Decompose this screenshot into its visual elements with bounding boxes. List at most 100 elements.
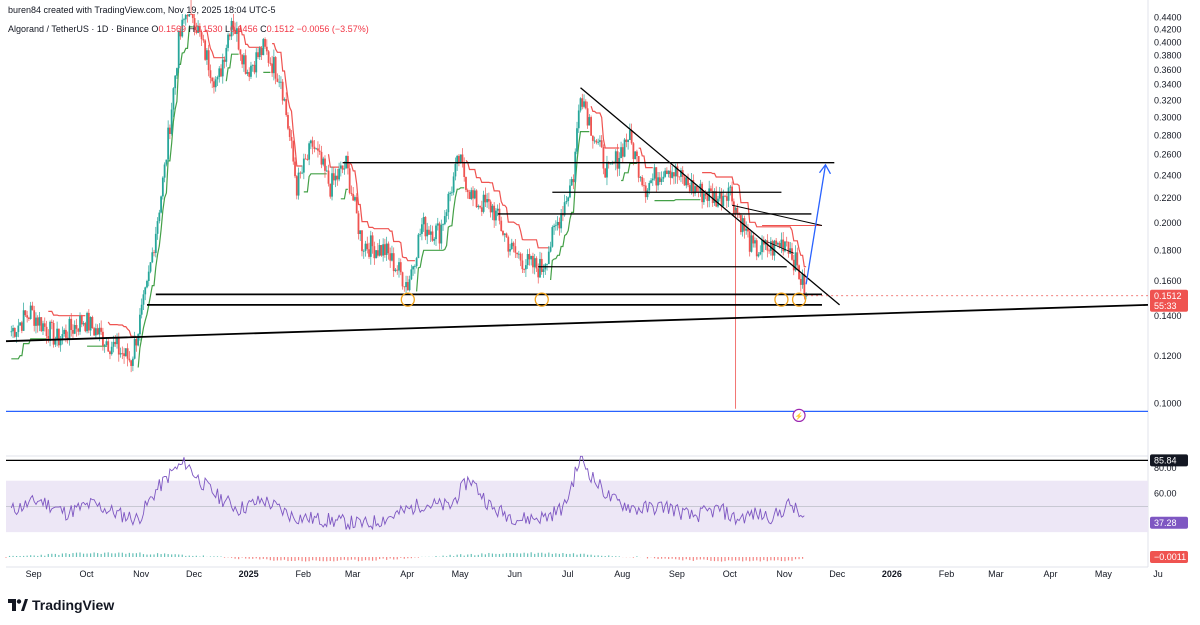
macd-bar [759, 557, 761, 562]
candle-body [803, 274, 806, 297]
candle-body [591, 135, 594, 141]
candle-body [10, 331, 13, 333]
candle-body [119, 353, 122, 355]
macd-bar [121, 552, 123, 557]
candle-body [718, 192, 721, 199]
candle-body [447, 193, 450, 213]
candle-body [174, 75, 177, 89]
candle-body [267, 51, 270, 63]
candle-body [799, 278, 802, 285]
candle-body [244, 55, 247, 74]
macd-bar [657, 557, 659, 560]
candle-body [96, 328, 99, 335]
macd-bar [347, 557, 349, 561]
candle-body [482, 194, 485, 212]
candle-body [184, 15, 187, 20]
candle-body [47, 336, 50, 341]
candle-body [669, 170, 672, 178]
candle-body [792, 259, 795, 271]
candle-body [533, 258, 536, 268]
candle-body [63, 329, 66, 335]
candle-body [17, 325, 20, 333]
macd-bar [435, 556, 437, 557]
macd-bar [393, 557, 395, 560]
macd-bar [290, 557, 293, 561]
candle-body [142, 294, 145, 305]
candle-body [599, 140, 601, 142]
candle-body [246, 72, 249, 74]
macd-bar [135, 553, 138, 557]
candle-body [57, 328, 60, 346]
candle-body [232, 20, 235, 30]
macd-bar [784, 557, 786, 562]
candle-body [276, 78, 279, 82]
candle-body [350, 192, 353, 195]
candle-body [732, 201, 735, 214]
candle-body [45, 326, 48, 337]
open-label: O [151, 24, 159, 34]
candle-body [391, 253, 393, 261]
candle-body [188, 14, 191, 17]
candle-body [332, 173, 335, 181]
candle-body [371, 235, 374, 247]
supertrend-indicator [11, 24, 807, 368]
macd-bar [371, 557, 374, 561]
candle-body [105, 341, 108, 346]
time-tick-label: May [452, 569, 470, 579]
candle-body [29, 305, 32, 319]
candle-body [220, 68, 222, 77]
candle-body [678, 176, 681, 178]
macd-bar [72, 553, 74, 557]
macd-bar [241, 557, 243, 558]
macd-bar [259, 557, 261, 560]
candle-body [107, 341, 110, 352]
candle-body [179, 31, 182, 37]
symbol-legend: Algorand / TetherUS · 1D · Binance O0.15… [8, 24, 369, 34]
candle-body [82, 323, 85, 325]
candle-body [116, 338, 118, 345]
macd-bar [111, 553, 113, 557]
macd-bar [710, 557, 712, 561]
time-tick-label: Aug [614, 569, 630, 579]
candle-body [720, 192, 723, 207]
candle-body [183, 19, 185, 21]
candle-body [634, 151, 637, 160]
candle-body [449, 192, 452, 194]
candle-body [477, 205, 480, 208]
macd-bar [245, 557, 247, 559]
macd-bar [61, 553, 63, 557]
candle-body [706, 195, 709, 201]
macd-bar [555, 553, 557, 557]
candle-body [299, 172, 302, 174]
macd-bar [209, 556, 212, 557]
candle-body [274, 57, 277, 79]
candle-body [170, 109, 173, 134]
macd-bar [699, 557, 701, 560]
candle-body [801, 274, 804, 285]
candle-body [581, 98, 584, 107]
macd-bar [216, 556, 219, 557]
candle-body [352, 194, 355, 201]
macd-bar [93, 552, 95, 557]
candle-body [630, 130, 633, 144]
macd-bar [548, 552, 550, 557]
macd-bar [463, 555, 465, 557]
candle-body [193, 18, 196, 30]
candle-body [500, 220, 503, 232]
candle-body [574, 151, 577, 183]
candle-body [433, 239, 436, 241]
macd-bar [453, 556, 455, 557]
candle-body [228, 34, 231, 37]
candle-body [241, 54, 244, 65]
candle-body [79, 315, 81, 332]
tradingview-logo[interactable]: TradingView [8, 597, 114, 613]
candle-body [38, 317, 41, 326]
candle-body [766, 240, 769, 251]
candle-body [586, 108, 589, 126]
candle-body [329, 183, 332, 197]
macd-bar [604, 556, 606, 557]
candle-body [100, 327, 103, 332]
candle-body [59, 338, 62, 346]
macd-bar [562, 553, 564, 557]
